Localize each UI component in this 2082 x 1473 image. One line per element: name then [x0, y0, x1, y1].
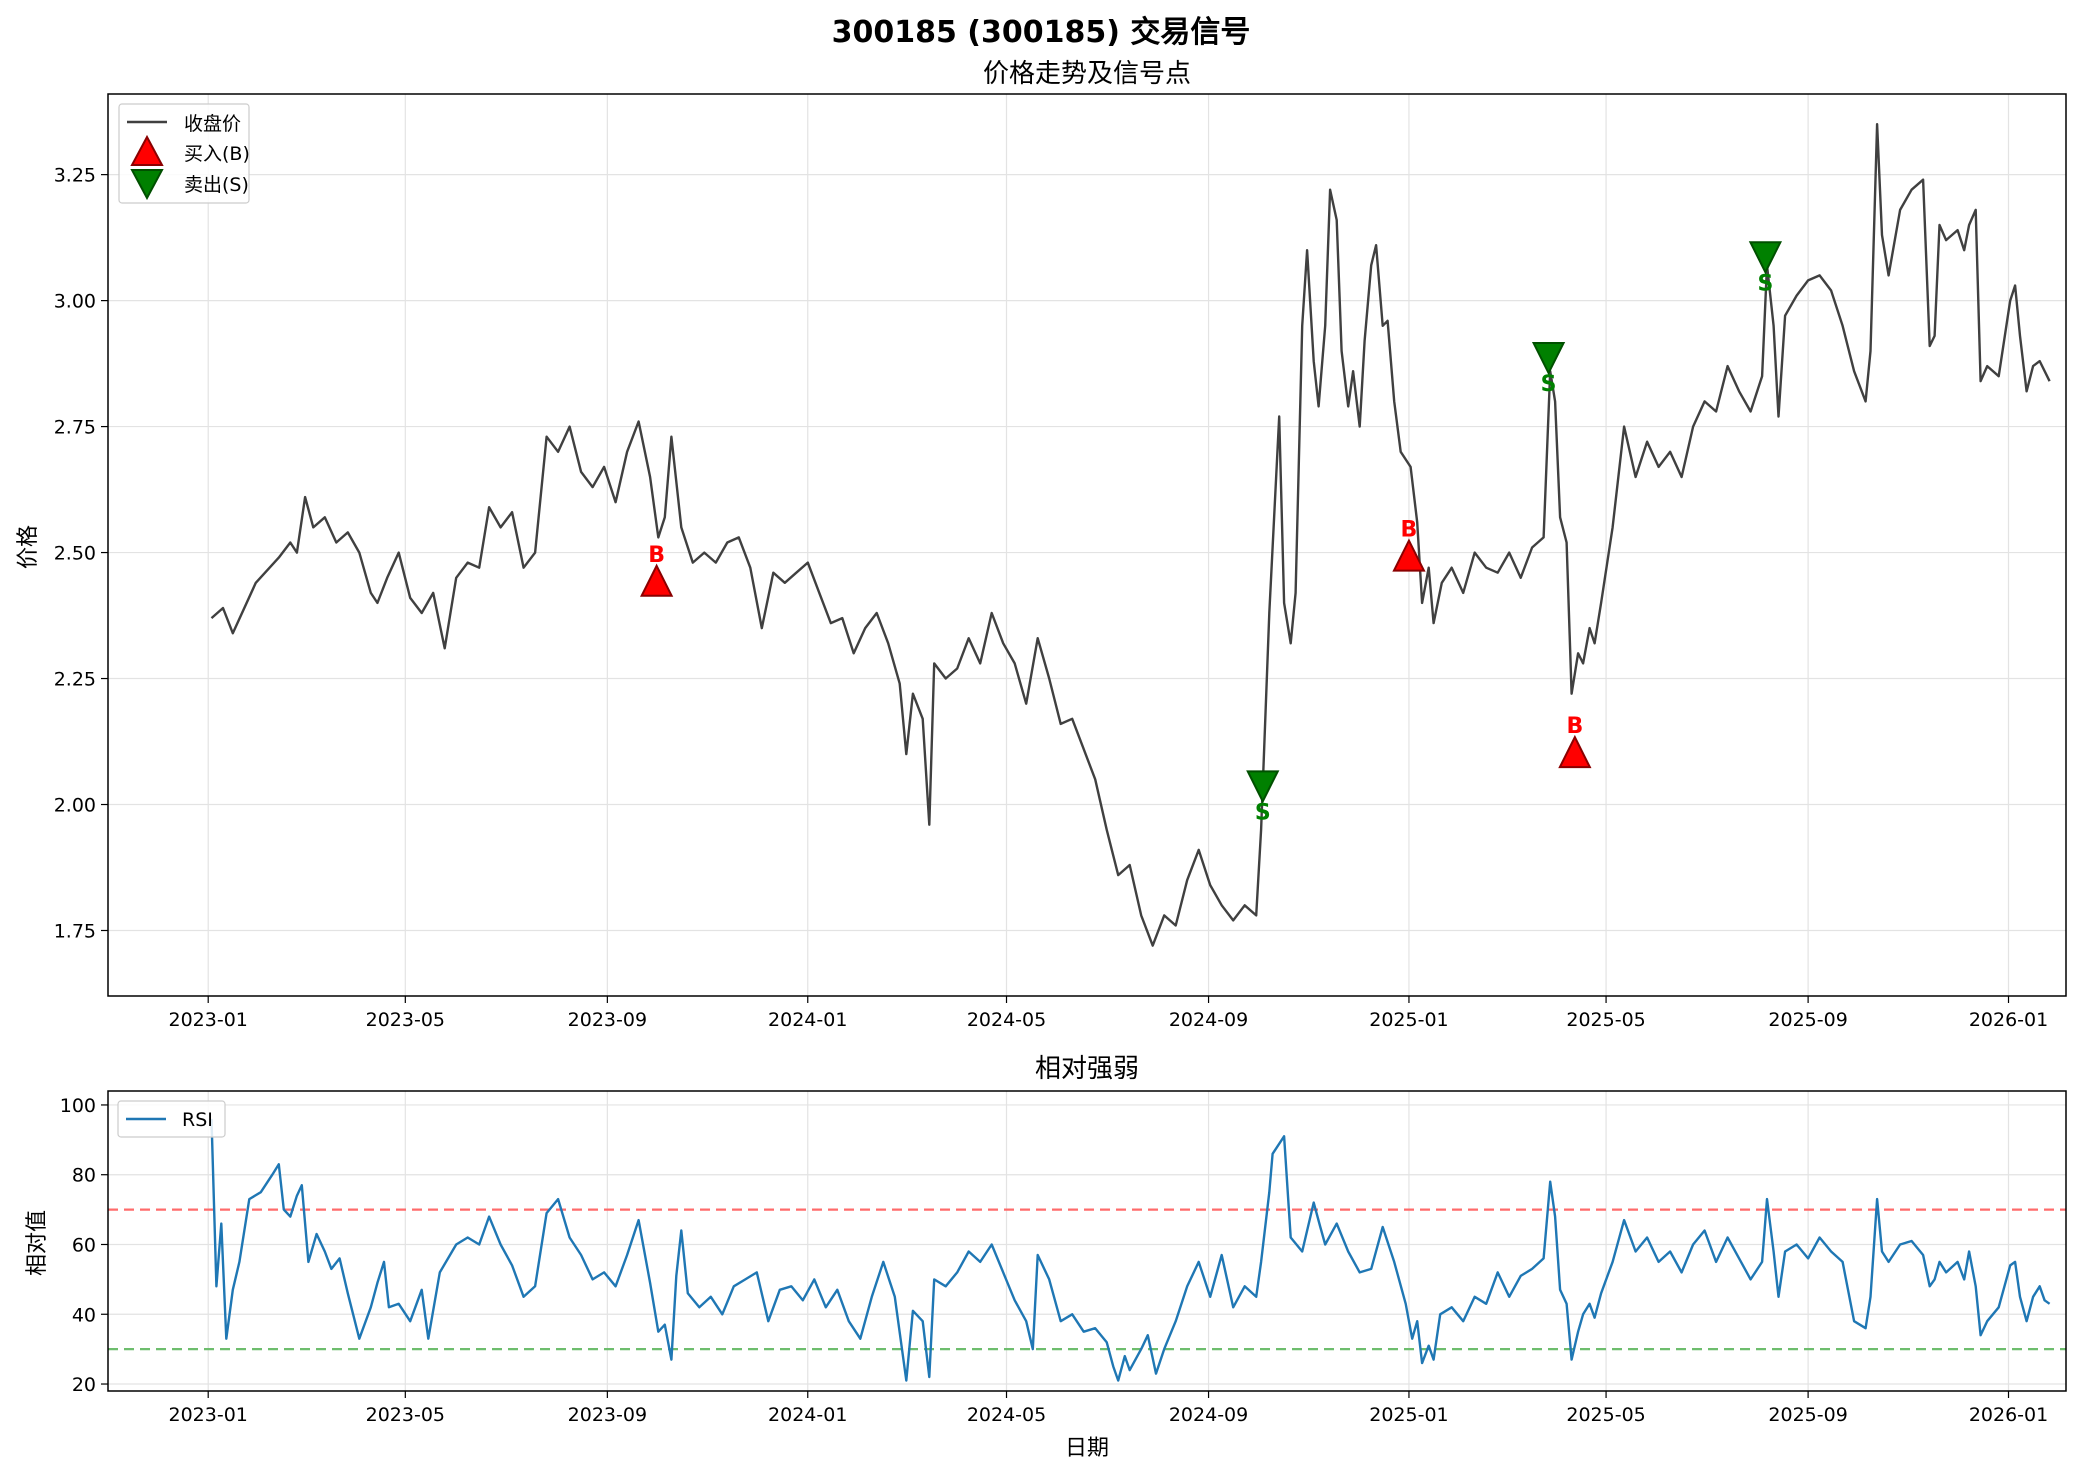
rsi-grid [108, 1091, 2066, 1391]
y-tick-label: 40 [72, 1304, 96, 1326]
buy-signal-label: B [1401, 518, 1418, 543]
x-tick-label: 2026-01 [1969, 1009, 2048, 1031]
legend-close-label: 收盘价 [184, 113, 241, 135]
price-signals: B B B S S S [640, 241, 1783, 825]
y-tick-label: 1.75 [54, 920, 96, 942]
x-tick-label: 2025-05 [1566, 1404, 1645, 1426]
rsi-y-axis-label: 相对值 [25, 1210, 50, 1276]
y-tick-label: 2.00 [54, 795, 96, 817]
y-tick-label: 80 [72, 1165, 96, 1187]
x-tick-label: 2024-09 [1169, 1404, 1248, 1426]
x-tick-label: 2023-05 [366, 1009, 445, 1031]
sell-signal-label: S [1255, 800, 1271, 825]
x-tick-label: 2024-01 [768, 1009, 847, 1031]
x-tick-label: 2023-01 [169, 1009, 248, 1031]
legend-buy-marker [130, 134, 164, 166]
legend-rsi-label: RSI [182, 1109, 213, 1131]
sell-signal-marker [1748, 241, 1783, 275]
buy-signal-marker [1558, 734, 1592, 769]
sell-signal-marker [1246, 770, 1280, 804]
legend-sell-label: 卖出(S) [184, 174, 249, 196]
x-tick-label: 2023-09 [568, 1009, 647, 1031]
rsi-y-ticks: 20 40 60 80 100 [60, 1095, 108, 1396]
buy-signal-label: B [648, 543, 665, 568]
rsi-x-ticks: 2023-01 2023-05 2023-09 2024-01 2024-05 2024-… [169, 1391, 2048, 1426]
rsi-series [210, 1118, 2051, 1382]
legend-sell-marker [130, 169, 164, 201]
x-tick-label: 2025-01 [1369, 1404, 1448, 1426]
x-tick-label: 2024-05 [967, 1404, 1046, 1426]
price-x-ticks: 2023-01 2023-05 2023-09 2024-01 2024-05 2024-… [169, 996, 2048, 1031]
price-plot-frame [107, 93, 2067, 997]
series-line [210, 123, 2051, 947]
x-tick-label: 2024-09 [1169, 1009, 1248, 1031]
price-y-ticks: 1.75 2.00 2.25 2.50 2.75 3.00 3.25 [54, 165, 108, 942]
sell-signal-marker [1531, 342, 1566, 376]
x-tick-label: 2025-09 [1768, 1404, 1847, 1426]
price-panel: 价格走势及信号点 价格 1.75 2.00 2.25 2.50 2.75 3.00 3.25… [16, 59, 2067, 1031]
x-tick-label: 2025-09 [1768, 1009, 1847, 1031]
rsi-legend-box [117, 1100, 226, 1138]
x-tick-label: 2023-01 [169, 1404, 248, 1426]
price-grid [108, 94, 2066, 996]
price-series [210, 123, 2051, 947]
y-tick-label: 2.50 [54, 543, 96, 565]
x-tick-label: 2024-05 [967, 1009, 1046, 1031]
y-tick-label: 100 [60, 1095, 96, 1117]
buy-signal-label: B [1566, 714, 1583, 739]
y-tick-label: 3.25 [54, 165, 96, 187]
figure-title: 300185 (300185) 交易信号 [832, 15, 1251, 50]
y-tick-label: 20 [72, 1374, 96, 1396]
buy-signal-marker [1392, 538, 1426, 572]
rsi-panel-title: 相对强弱 [1035, 1054, 1139, 1084]
y-tick-label: 2.75 [54, 417, 96, 439]
legend-buy-label: 买入(B) [184, 143, 250, 165]
rsi-x-axis-label: 日期 [1065, 1436, 1109, 1461]
series-line [210, 1118, 2051, 1382]
sell-signal-label: S [1757, 271, 1773, 296]
price-y-axis-label: 价格 [16, 525, 41, 569]
rsi-plot-frame [107, 1090, 2067, 1392]
price-legend: 收盘价 买入(B) 卖出(S) [118, 103, 250, 204]
rsi-reference-lines [108, 1208, 2066, 1351]
rsi-legend: RSI [117, 1100, 226, 1138]
x-tick-label: 2023-05 [366, 1404, 445, 1426]
x-tick-label: 2023-09 [568, 1404, 647, 1426]
price-panel-title: 价格走势及信号点 [983, 59, 1191, 89]
y-tick-label: 3.00 [54, 291, 96, 313]
x-tick-label: 2025-05 [1566, 1009, 1645, 1031]
x-tick-label: 2025-01 [1369, 1009, 1448, 1031]
y-tick-label: 60 [72, 1234, 96, 1256]
sell-signal-label: S [1541, 372, 1557, 397]
y-tick-label: 2.25 [54, 669, 96, 691]
x-tick-label: 2026-01 [1969, 1404, 2048, 1426]
buy-signal-marker [640, 563, 674, 597]
x-tick-label: 2024-01 [768, 1404, 847, 1426]
